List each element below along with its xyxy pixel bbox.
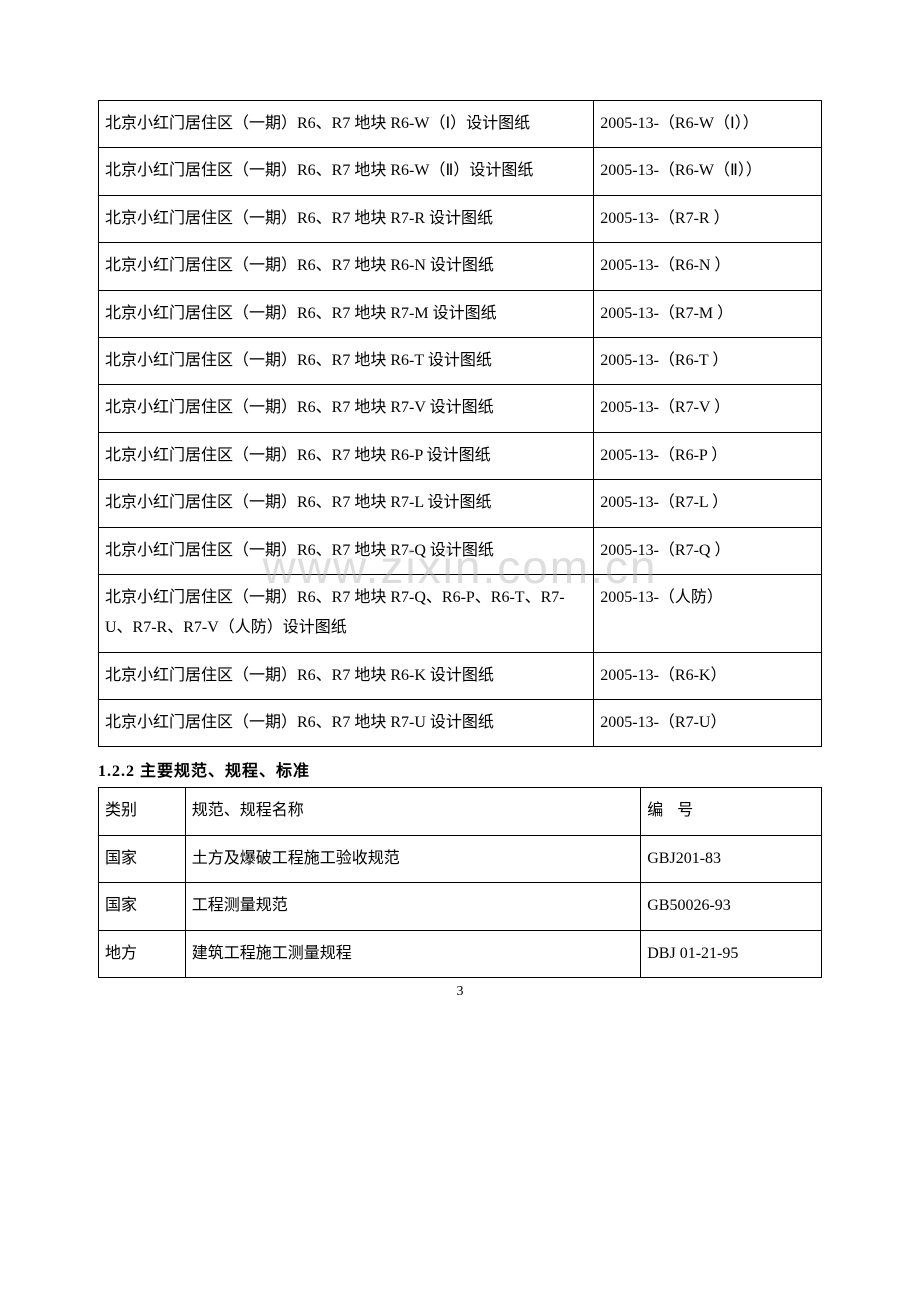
table-row: 国家土方及爆破工程施工验收规范GBJ201-83 [99, 835, 822, 882]
header-code: 编 号 [641, 788, 822, 835]
drawing-name: 北京小红门居住区（一期）R6、R7 地块 R7-U 设计图纸 [99, 700, 594, 747]
drawing-code: 2005-13-（R7-M ） [594, 290, 822, 337]
section-heading: 1.2.2 主要规范、规程、标准 [98, 757, 822, 781]
drawing-name: 北京小红门居住区（一期）R6、R7 地块 R7-L 设计图纸 [99, 480, 594, 527]
table-row: 国家工程测量规范GB50026-93 [99, 883, 822, 930]
table-row: 地方建筑工程施工测量规程DBJ 01-21-95 [99, 930, 822, 977]
drawing-code: 2005-13-（R6-P ） [594, 432, 822, 479]
table-row: 北京小红门居住区（一期）R6、R7 地块 R6-T 设计图纸2005-13-（R… [99, 337, 822, 384]
table-row: 北京小红门居住区（一期）R6、R7 地块 R7-V 设计图纸2005-13-（R… [99, 385, 822, 432]
table-row: 北京小红门居住区（一期）R6、R7 地块 R7-R 设计图纸2005-13-（R… [99, 195, 822, 242]
std-category: 国家 [99, 835, 186, 882]
std-category: 国家 [99, 883, 186, 930]
table-row: 北京小红门居住区（一期）R6、R7 地块 R7-Q 设计图纸2005-13-（R… [99, 527, 822, 574]
drawing-name: 北京小红门居住区（一期）R6、R7 地块 R7-R 设计图纸 [99, 195, 594, 242]
drawing-name: 北京小红门居住区（一期）R6、R7 地块 R6-K 设计图纸 [99, 652, 594, 699]
drawing-name: 北京小红门居住区（一期）R6、R7 地块 R7-M 设计图纸 [99, 290, 594, 337]
drawing-name: 北京小红门居住区（一期）R6、R7 地块 R6-N 设计图纸 [99, 243, 594, 290]
drawing-name: 北京小红门居住区（一期）R6、R7 地块 R6-W（Ⅱ）设计图纸 [99, 148, 594, 195]
drawing-code: 2005-13-（R6-K） [594, 652, 822, 699]
table-row: 北京小红门居住区（一期）R6、R7 地块 R6-K 设计图纸2005-13-（R… [99, 652, 822, 699]
drawing-code: 2005-13-（R6-W（Ⅰ）） [594, 101, 822, 148]
table-row: 北京小红门居住区（一期）R6、R7 地块 R7-Q、R6-P、R6-T、R7-U… [99, 574, 822, 652]
drawing-name: 北京小红门居住区（一期）R6、R7 地块 R6-T 设计图纸 [99, 337, 594, 384]
std-name: 工程测量规范 [185, 883, 640, 930]
table-row: 北京小红门居住区（一期）R6、R7 地块 R7-M 设计图纸2005-13-（R… [99, 290, 822, 337]
drawing-code: 2005-13-（R7-Q ） [594, 527, 822, 574]
table-row: 北京小红门居住区（一期）R6、R7 地块 R6-W（Ⅱ）设计图纸2005-13-… [99, 148, 822, 195]
table-row: 北京小红门居住区（一期）R6、R7 地块 R6-N 设计图纸2005-13-（R… [99, 243, 822, 290]
drawing-code: 2005-13-（R6-T ） [594, 337, 822, 384]
drawing-name: 北京小红门居住区（一期）R6、R7 地块 R7-Q、R6-P、R6-T、R7-U… [99, 574, 594, 652]
drawing-name: 北京小红门居住区（一期）R6、R7 地块 R7-V 设计图纸 [99, 385, 594, 432]
drawing-code: 2005-13-（R7-R ） [594, 195, 822, 242]
table-row: 北京小红门居住区（一期）R6、R7 地块 R7-L 设计图纸2005-13-（R… [99, 480, 822, 527]
drawing-code: 2005-13-（R6-N ） [594, 243, 822, 290]
drawing-name: 北京小红门居住区（一期）R6、R7 地块 R7-Q 设计图纸 [99, 527, 594, 574]
drawing-code: 2005-13-（R6-W（Ⅱ）） [594, 148, 822, 195]
design-drawings-table: 北京小红门居住区（一期）R6、R7 地块 R6-W（Ⅰ）设计图纸2005-13-… [98, 100, 822, 747]
std-name: 土方及爆破工程施工验收规范 [185, 835, 640, 882]
std-code: GBJ201-83 [641, 835, 822, 882]
table-row: 北京小红门居住区（一期）R6、R7 地块 R6-W（Ⅰ）设计图纸2005-13-… [99, 101, 822, 148]
table-header-row: 类别 规范、规程名称 编 号 [99, 788, 822, 835]
header-name: 规范、规程名称 [185, 788, 640, 835]
std-code: GB50026-93 [641, 883, 822, 930]
drawing-code: 2005-13-（R7-V ） [594, 385, 822, 432]
std-name: 建筑工程施工测量规程 [185, 930, 640, 977]
table-row: 北京小红门居住区（一期）R6、R7 地块 R7-U 设计图纸2005-13-（R… [99, 700, 822, 747]
std-category: 地方 [99, 930, 186, 977]
page-number: 3 [0, 984, 920, 1000]
drawing-code: 2005-13-（R7-L ） [594, 480, 822, 527]
drawing-name: 北京小红门居住区（一期）R6、R7 地块 R6-P 设计图纸 [99, 432, 594, 479]
table-row: 北京小红门居住区（一期）R6、R7 地块 R6-P 设计图纸2005-13-（R… [99, 432, 822, 479]
standards-table: 类别 规范、规程名称 编 号 国家土方及爆破工程施工验收规范GBJ201-83 … [98, 787, 822, 978]
std-code: DBJ 01-21-95 [641, 930, 822, 977]
drawing-code: 2005-13-（R7-U） [594, 700, 822, 747]
drawing-code: 2005-13-（人防） [594, 574, 822, 652]
drawing-name: 北京小红门居住区（一期）R6、R7 地块 R6-W（Ⅰ）设计图纸 [99, 101, 594, 148]
header-category: 类别 [99, 788, 186, 835]
